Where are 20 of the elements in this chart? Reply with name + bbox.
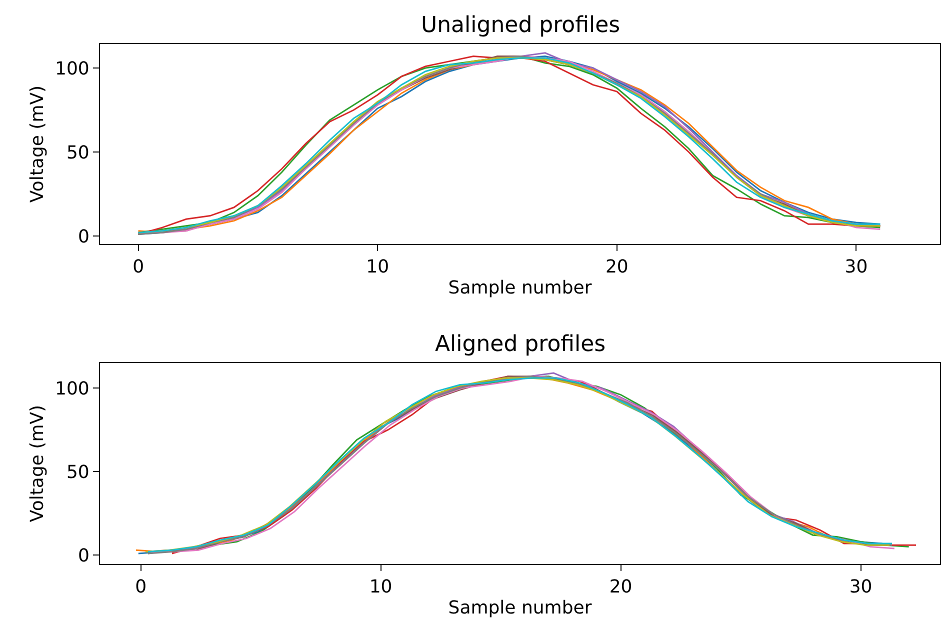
y-tick-label: 100	[55, 378, 90, 400]
x-tick-label: 10	[366, 256, 390, 278]
y-tick-label: 0	[78, 545, 90, 566]
y-axis-title: Voltage (mV)	[27, 404, 48, 522]
x-tick-label: 0	[135, 576, 147, 598]
chart-title: Unaligned profiles	[421, 13, 620, 38]
x-tick-label: 0	[132, 256, 144, 278]
y-tick-label: 50	[66, 462, 90, 483]
x-tick-label: 20	[609, 576, 632, 598]
x-tick-label: 30	[844, 256, 868, 278]
y-tick-label: 0	[78, 226, 90, 248]
y-axis-title: Voltage (mV)	[27, 85, 48, 203]
y-tick-label: 50	[66, 142, 90, 164]
chart-title: Aligned profiles	[435, 332, 606, 357]
x-axis-title: Sample number	[448, 598, 592, 619]
y-tick-label: 100	[55, 58, 90, 80]
x-tick-label: 30	[849, 576, 872, 598]
x-tick-label: 20	[605, 256, 628, 278]
x-axis-title: Sample number	[448, 278, 592, 299]
x-tick-label: 10	[369, 576, 392, 598]
